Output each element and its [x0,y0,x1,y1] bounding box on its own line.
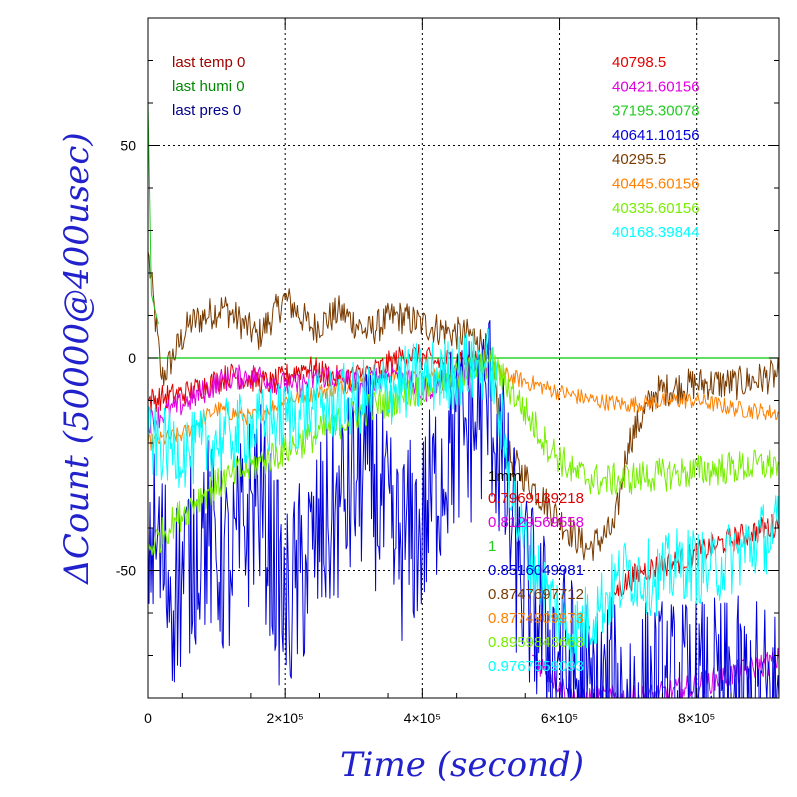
series-line-2 [148,344,779,597]
legend-right-entry: 37195.30078 [612,103,700,120]
legend-right-entry: 40798.5 [612,54,666,71]
legend-left-entry: last temp 0 [172,54,245,71]
series-line-4 [148,320,779,698]
series-line-6 [148,327,779,669]
legend-left: last temp 0 last humi 0 last pres 0 [172,54,245,119]
x-tick-label: 2×10⁵ [267,710,304,726]
legend-left-entry: last pres 0 [172,102,241,119]
legend-bottom-entry: 1 [488,538,496,555]
x-tick-label: 6×10⁵ [541,710,578,726]
legend-right-entry: 40295.5 [612,151,666,168]
y-tick-label: 0 [128,350,136,366]
legend-left-entry: last humi 0 [172,78,245,95]
legend-bottom-entry: 0.8129569558 [488,514,584,531]
y-axis-title: ΔCount (50000@400usec) [57,132,97,585]
legend-bottom-entry: 0.8516049981 [488,562,584,579]
x-axis-title: Time (second) [340,745,584,785]
legend-bottom-entry: 0.9767559093 [488,658,584,675]
series-layer [148,102,779,698]
legend-bottom-entry: 0.7969139218 [488,490,584,507]
legend-right-entry: 40168.39844 [612,224,700,241]
axis-ticks: 0 2×10⁵ 4×10⁵ 6×10⁵ 8×10⁵ -50 0 50 [116,18,779,726]
x-tick-label: 0 [144,710,152,726]
legend-bottom-entry: 0.8747697712 [488,586,584,603]
legend-right-entry: 40335.60156 [612,200,700,217]
y-tick-label: 50 [120,138,136,154]
legend-bottom-title: 1mm [488,468,521,485]
x-tick-label: 8×10⁵ [678,710,715,726]
legend-bottom-entry: 0.8774909973 [488,610,584,627]
legend-bottom: 1mm 0.7969139218 0.8129569558 1 0.8516049981… [488,468,584,675]
legend-right-entry: 40445.60156 [612,176,700,193]
y-tick-label: -50 [116,563,136,579]
legend-right: 40798.5 40421.60156 37195.30078 40641.10156… [612,54,700,241]
legend-right-entry: 40421.60156 [612,78,700,95]
series-line-0 [148,251,779,561]
series-line-7 [148,102,159,325]
legend-bottom-entry: 0.8959843668 [488,634,584,651]
x-tick-label: 4×10⁵ [404,710,441,726]
legend-right-entry: 40641.10156 [612,127,700,144]
series-line-5 [148,347,779,556]
